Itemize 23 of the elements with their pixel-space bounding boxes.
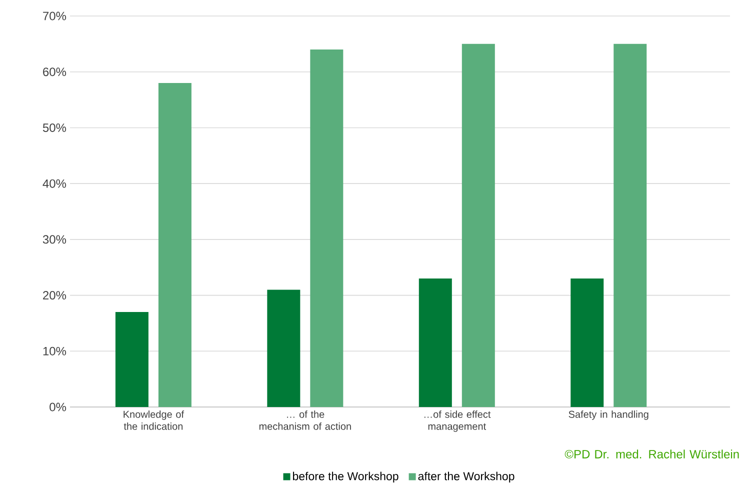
bar xyxy=(462,44,495,407)
y-tick-label: 0% xyxy=(50,402,66,412)
bar xyxy=(267,290,300,407)
x-tick-label: Knowledge of the indication xyxy=(124,410,184,430)
y-tick-label: 10% xyxy=(43,346,66,356)
y-tick-label: 30% xyxy=(42,235,66,244)
y-tick-label: 50% xyxy=(42,123,66,132)
bar xyxy=(310,50,344,407)
y-tick-label: 20% xyxy=(43,291,66,300)
bar xyxy=(115,312,148,407)
y-tick-label: 40% xyxy=(42,179,66,188)
bar xyxy=(158,83,192,407)
bar xyxy=(614,44,647,407)
text: ©PD Dr. med. Rachel Würstlein xyxy=(564,450,739,458)
legend-label: before the Workshop xyxy=(292,472,398,483)
x-tick-label: Safety in handling xyxy=(568,410,648,420)
bar xyxy=(418,278,452,407)
y-tick-label: 70% xyxy=(43,12,66,20)
y-tick-label: 60% xyxy=(43,68,66,76)
x-tick-label: … of the mechanism of action xyxy=(259,410,351,430)
legend-label: after the Workshop xyxy=(418,472,514,483)
bar xyxy=(570,278,604,407)
x-tick-label: …of side effect management xyxy=(424,410,491,432)
